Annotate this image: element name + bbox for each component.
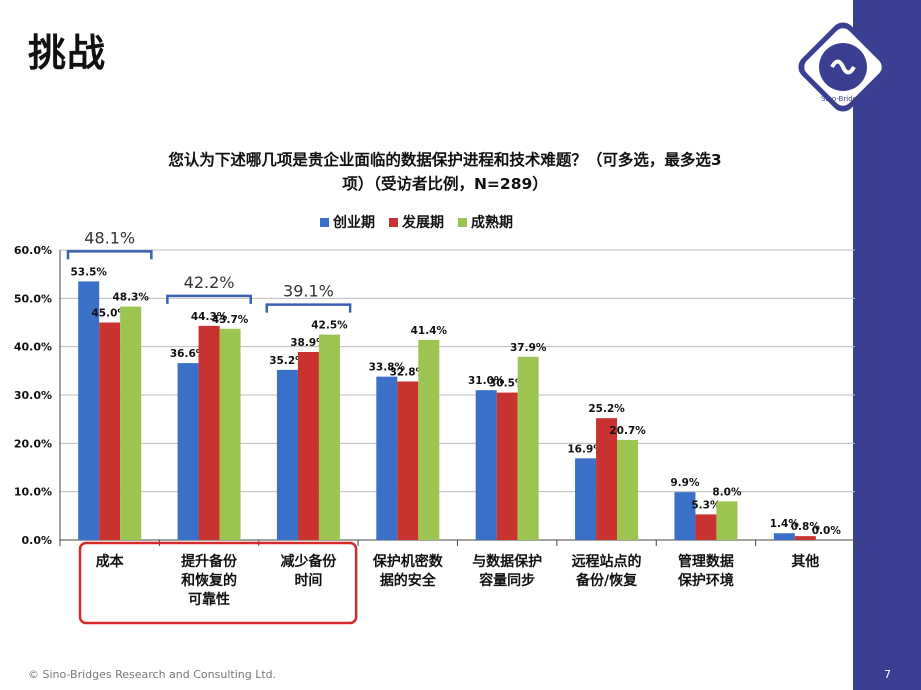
bar xyxy=(219,328,241,540)
bar xyxy=(297,351,319,540)
bar xyxy=(575,458,597,540)
y-tick-label: 0.0% xyxy=(21,534,52,547)
data-label: 44.3% xyxy=(191,311,228,323)
legend-swatch-mature xyxy=(458,217,467,227)
bar xyxy=(517,356,539,540)
bar xyxy=(674,492,696,540)
bar xyxy=(496,392,518,540)
bar xyxy=(198,325,220,540)
data-label: 42.5% xyxy=(311,320,348,332)
category-label: 成本 xyxy=(96,553,125,570)
chart-title: 您认为下述哪几项是贵企业面临的数据保护进程和技术难题？（可多选，最多选3 项）（… xyxy=(100,148,790,196)
y-tick-label: 20.0% xyxy=(14,437,52,450)
legend-label-mature: 成熟期 xyxy=(471,215,513,231)
data-label: 53.5% xyxy=(70,266,107,278)
data-label: 0.8% xyxy=(791,521,821,533)
y-tick-label: 50.0% xyxy=(14,292,52,305)
bar xyxy=(78,281,100,540)
bar xyxy=(99,322,121,540)
data-label: 35.2% xyxy=(269,355,306,367)
bar xyxy=(318,334,340,540)
category-label: 容量同步 xyxy=(478,572,535,589)
legend-item-mature: 成熟期 xyxy=(458,212,513,232)
bar xyxy=(695,514,717,540)
category-label: 管理数据 xyxy=(678,553,734,570)
annotation-label: 39.1% xyxy=(283,282,334,301)
bar xyxy=(418,339,440,540)
bar xyxy=(794,536,816,540)
data-label: 45.0% xyxy=(91,308,128,320)
data-label: 41.4% xyxy=(411,325,448,337)
annotation-bracket xyxy=(66,250,153,260)
logo-text: Sino-Bridges xyxy=(821,95,865,103)
chart-title-line2: 项）（受访者比例，N=289） xyxy=(342,175,548,193)
bar xyxy=(475,390,497,540)
bar xyxy=(773,533,795,540)
data-label: 30.5% xyxy=(489,378,526,390)
data-label: 32.8% xyxy=(390,366,427,378)
annotation-bracket xyxy=(166,294,252,304)
y-tick-label: 10.0% xyxy=(14,486,52,499)
data-label: 20.7% xyxy=(609,425,646,437)
data-label: 33.8% xyxy=(369,362,406,374)
category-label: 其他 xyxy=(791,553,819,570)
highlight-box xyxy=(78,541,358,625)
bar xyxy=(397,381,419,540)
category-label: 与数据保护 xyxy=(472,553,542,570)
chart-legend: 创业期 发展期 成熟期 xyxy=(320,212,513,232)
data-label: 16.9% xyxy=(567,443,604,455)
footer-copyright: © Sino-Bridges Research and Consulting L… xyxy=(28,668,277,681)
bar xyxy=(120,306,142,540)
data-label: 38.9% xyxy=(290,337,327,349)
annotation-label: 48.1% xyxy=(84,230,135,247)
page-number: 7 xyxy=(884,668,891,681)
bar xyxy=(617,439,639,540)
annotation-bracket xyxy=(265,303,352,313)
legend-item-startup: 创业期 xyxy=(320,212,375,232)
data-label: 0.0% xyxy=(812,525,842,537)
data-label: 37.9% xyxy=(510,342,547,354)
annotation-label: 42.2% xyxy=(184,273,235,292)
category-label: 备份/恢复 xyxy=(575,572,638,589)
sino-bridges-logo: Sino-Bridges xyxy=(798,22,888,112)
bar xyxy=(376,376,398,540)
bar-chart: 0.0% 10.0% 20.0% 30.0% 40.0% 50.0% 60.0% 53.5% 4… xyxy=(14,230,856,625)
category-label: 据的安全 xyxy=(380,572,437,589)
data-label: 36.6% xyxy=(170,348,207,360)
category-label: 时间 xyxy=(294,572,322,589)
bar xyxy=(716,501,738,540)
chart-title-line1: 您认为下述哪几项是贵企业面临的数据保护进程和技术难题？（可多选，最多选3 xyxy=(168,151,722,169)
bar xyxy=(276,369,298,540)
data-label: 5.3% xyxy=(691,499,721,511)
category-label: 保护环境 xyxy=(677,572,734,589)
legend-swatch-growth xyxy=(389,217,398,227)
category-label: 可靠性 xyxy=(188,591,230,608)
legend-item-growth: 发展期 xyxy=(389,212,444,232)
data-label: 9.9% xyxy=(670,477,700,489)
legend-swatch-startup xyxy=(320,217,329,227)
legend-label-growth: 发展期 xyxy=(402,215,444,231)
category-label: 提升备份 xyxy=(181,553,238,570)
y-tick-label: 30.0% xyxy=(14,389,52,402)
sidebar-band xyxy=(853,0,921,690)
category-label: 保护机密数 xyxy=(372,553,444,570)
data-label: 31.0% xyxy=(468,375,505,387)
category-label: 和恢复的 xyxy=(181,572,237,589)
data-label: 48.3% xyxy=(112,292,149,304)
data-label: 1.4% xyxy=(770,518,800,530)
y-tick-label: 60.0% xyxy=(14,244,52,257)
legend-label-startup: 创业期 xyxy=(333,215,375,231)
bar xyxy=(596,418,618,540)
category-label: 减少备份 xyxy=(280,553,337,570)
y-tick-label: 40.0% xyxy=(14,341,52,354)
data-label: 25.2% xyxy=(588,403,625,415)
data-label: 8.0% xyxy=(712,486,742,498)
page-title: 挑战 xyxy=(28,31,107,75)
bar xyxy=(177,363,199,540)
category-label: 远程站点的 xyxy=(572,553,642,570)
data-label: 43.7% xyxy=(212,314,249,326)
